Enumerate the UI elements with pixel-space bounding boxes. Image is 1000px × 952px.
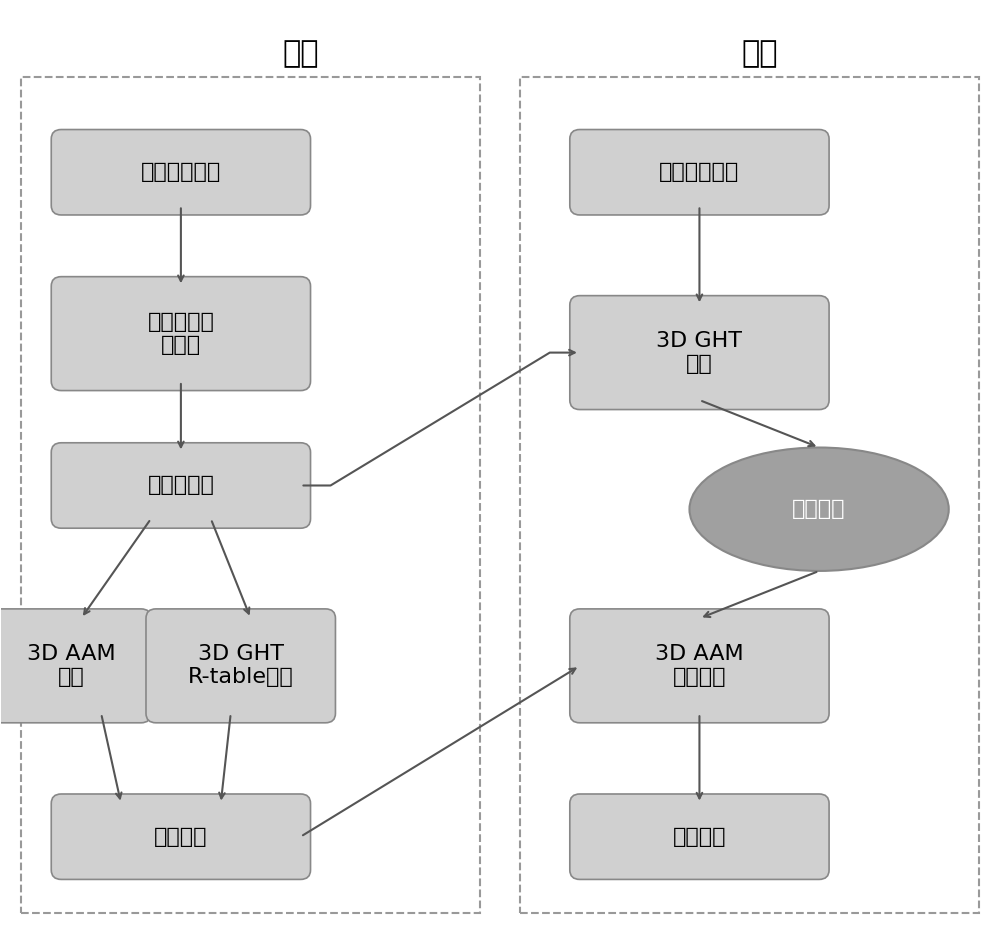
FancyBboxPatch shape bbox=[51, 277, 311, 390]
FancyBboxPatch shape bbox=[570, 794, 829, 880]
Text: 定位: 定位 bbox=[741, 39, 778, 69]
Text: 输出结果: 输出结果 bbox=[673, 826, 726, 846]
FancyBboxPatch shape bbox=[570, 609, 829, 723]
FancyBboxPatch shape bbox=[146, 609, 335, 723]
Text: 输入训练数据: 输入训练数据 bbox=[141, 162, 221, 182]
Text: 3D AAM
训练: 3D AAM 训练 bbox=[27, 645, 116, 687]
FancyBboxPatch shape bbox=[570, 129, 829, 215]
Text: 线性插值选
取切片: 线性插值选 取切片 bbox=[147, 312, 214, 355]
Ellipse shape bbox=[689, 447, 949, 571]
FancyBboxPatch shape bbox=[51, 443, 311, 528]
Text: 3D GHT
搜索: 3D GHT 搜索 bbox=[656, 331, 742, 374]
Text: 绘制标记点: 绘制标记点 bbox=[147, 475, 214, 495]
FancyBboxPatch shape bbox=[51, 794, 311, 880]
Text: 重心位置: 重心位置 bbox=[792, 499, 846, 519]
Text: 3D GHT
R-table建立: 3D GHT R-table建立 bbox=[188, 645, 294, 687]
FancyBboxPatch shape bbox=[51, 129, 311, 215]
Text: 训练模型: 训练模型 bbox=[154, 826, 208, 846]
Text: 输入待测数据: 输入待测数据 bbox=[659, 162, 740, 182]
FancyBboxPatch shape bbox=[570, 296, 829, 409]
Text: 3D AAM
迭代搜索: 3D AAM 迭代搜索 bbox=[655, 645, 744, 687]
Text: 训练: 训练 bbox=[282, 39, 319, 69]
FancyBboxPatch shape bbox=[0, 609, 151, 723]
